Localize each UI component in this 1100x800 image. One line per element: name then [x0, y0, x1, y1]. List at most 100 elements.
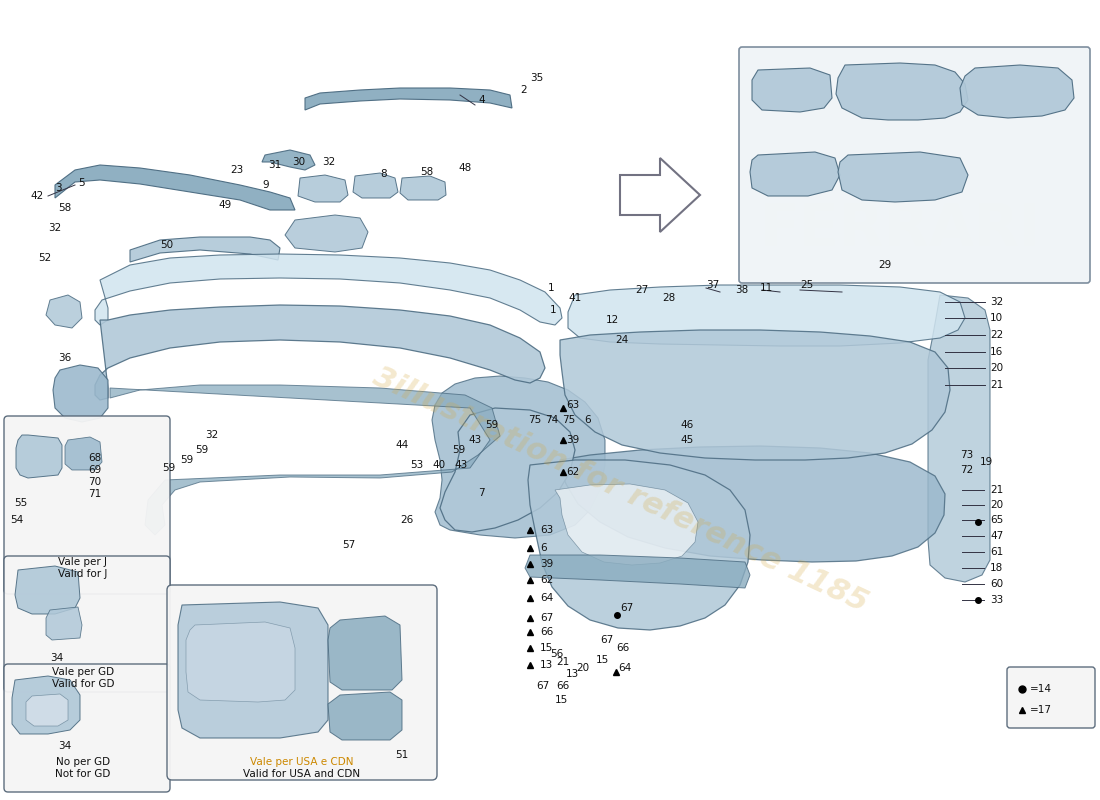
Polygon shape	[432, 376, 605, 538]
Polygon shape	[95, 305, 544, 400]
Text: 31: 31	[268, 160, 282, 170]
Text: 9: 9	[262, 180, 268, 190]
Text: 67: 67	[540, 613, 553, 623]
Text: 55: 55	[14, 498, 28, 508]
Text: 41: 41	[568, 293, 581, 303]
Text: 42: 42	[30, 191, 43, 201]
Text: 57: 57	[342, 540, 355, 550]
Text: 24: 24	[615, 335, 628, 345]
Text: 64: 64	[540, 593, 553, 603]
Text: 58: 58	[58, 203, 72, 213]
Text: 20: 20	[990, 363, 1003, 373]
Text: 52: 52	[39, 253, 52, 263]
Text: 67: 67	[620, 603, 634, 613]
Polygon shape	[440, 408, 575, 532]
Text: Valid for USA and CDN: Valid for USA and CDN	[243, 769, 361, 779]
Text: 67: 67	[536, 681, 549, 691]
Text: 47: 47	[990, 531, 1003, 541]
Text: 39: 39	[540, 559, 553, 569]
Polygon shape	[285, 215, 369, 252]
Text: 59: 59	[485, 420, 498, 430]
Text: 51: 51	[395, 750, 408, 760]
Text: Not for GD: Not for GD	[55, 769, 111, 779]
Text: 33: 33	[990, 595, 1003, 605]
Text: 1: 1	[550, 305, 557, 315]
Polygon shape	[46, 607, 82, 640]
Polygon shape	[560, 446, 945, 562]
Text: 48: 48	[458, 163, 471, 173]
Polygon shape	[12, 676, 80, 734]
Text: 58: 58	[420, 167, 433, 177]
Text: 38: 38	[735, 285, 748, 295]
Text: Vale per GD: Vale per GD	[52, 667, 114, 677]
Polygon shape	[15, 566, 80, 614]
Text: 40: 40	[432, 460, 446, 470]
Text: 36: 36	[58, 353, 72, 363]
Text: 30: 30	[292, 157, 305, 167]
Text: No per GD: No per GD	[56, 757, 110, 767]
Text: 66: 66	[540, 627, 553, 637]
Text: 45: 45	[680, 435, 693, 445]
Polygon shape	[750, 152, 840, 196]
Polygon shape	[838, 152, 968, 202]
Text: 63: 63	[566, 400, 580, 410]
Text: 26: 26	[400, 515, 414, 525]
Text: 7: 7	[478, 488, 485, 498]
Text: 15: 15	[540, 643, 553, 653]
Text: 56: 56	[550, 649, 563, 659]
Text: 59: 59	[162, 463, 175, 473]
Text: 68: 68	[88, 453, 101, 463]
Text: 25: 25	[800, 280, 813, 290]
Text: 44: 44	[395, 440, 408, 450]
Polygon shape	[525, 555, 750, 588]
Polygon shape	[53, 365, 108, 422]
FancyBboxPatch shape	[739, 47, 1090, 283]
Text: 43: 43	[454, 460, 467, 470]
Text: 46: 46	[680, 420, 693, 430]
Text: 60: 60	[990, 579, 1003, 589]
Text: 71: 71	[88, 489, 101, 499]
Text: 49: 49	[218, 200, 231, 210]
Text: 72: 72	[960, 465, 974, 475]
Polygon shape	[262, 150, 315, 170]
FancyBboxPatch shape	[4, 416, 170, 594]
Text: 29: 29	[878, 260, 891, 270]
FancyBboxPatch shape	[1006, 667, 1094, 728]
Text: 1: 1	[548, 283, 554, 293]
Polygon shape	[568, 285, 965, 346]
Text: 32: 32	[205, 430, 218, 440]
Text: 11: 11	[760, 283, 773, 293]
Text: 19: 19	[980, 457, 993, 467]
Polygon shape	[928, 295, 990, 582]
Polygon shape	[178, 602, 328, 738]
Text: 34: 34	[58, 741, 72, 751]
Text: Vale per USA e CDN: Vale per USA e CDN	[251, 757, 354, 767]
Text: 64: 64	[618, 663, 631, 673]
Polygon shape	[55, 165, 295, 210]
FancyBboxPatch shape	[4, 556, 170, 692]
Text: 59: 59	[452, 445, 465, 455]
Polygon shape	[960, 65, 1074, 118]
Text: 65: 65	[990, 515, 1003, 525]
Polygon shape	[328, 692, 402, 740]
Text: 21: 21	[556, 657, 570, 667]
Text: 8: 8	[379, 169, 386, 179]
Polygon shape	[65, 437, 102, 470]
Polygon shape	[95, 254, 562, 325]
Text: 74: 74	[544, 415, 558, 425]
Text: =14: =14	[1030, 684, 1052, 694]
Text: 2: 2	[520, 85, 527, 95]
Text: 53: 53	[410, 460, 424, 470]
Polygon shape	[298, 175, 348, 202]
Text: 63: 63	[540, 525, 553, 535]
Text: 62: 62	[540, 575, 553, 585]
Text: 6: 6	[584, 415, 591, 425]
Polygon shape	[46, 295, 82, 328]
Polygon shape	[556, 484, 698, 565]
Text: 34: 34	[50, 653, 64, 663]
Text: 21: 21	[990, 380, 1003, 390]
Text: 23: 23	[230, 165, 243, 175]
Text: 43: 43	[468, 435, 482, 445]
Polygon shape	[836, 63, 968, 120]
Text: 69: 69	[88, 465, 101, 475]
